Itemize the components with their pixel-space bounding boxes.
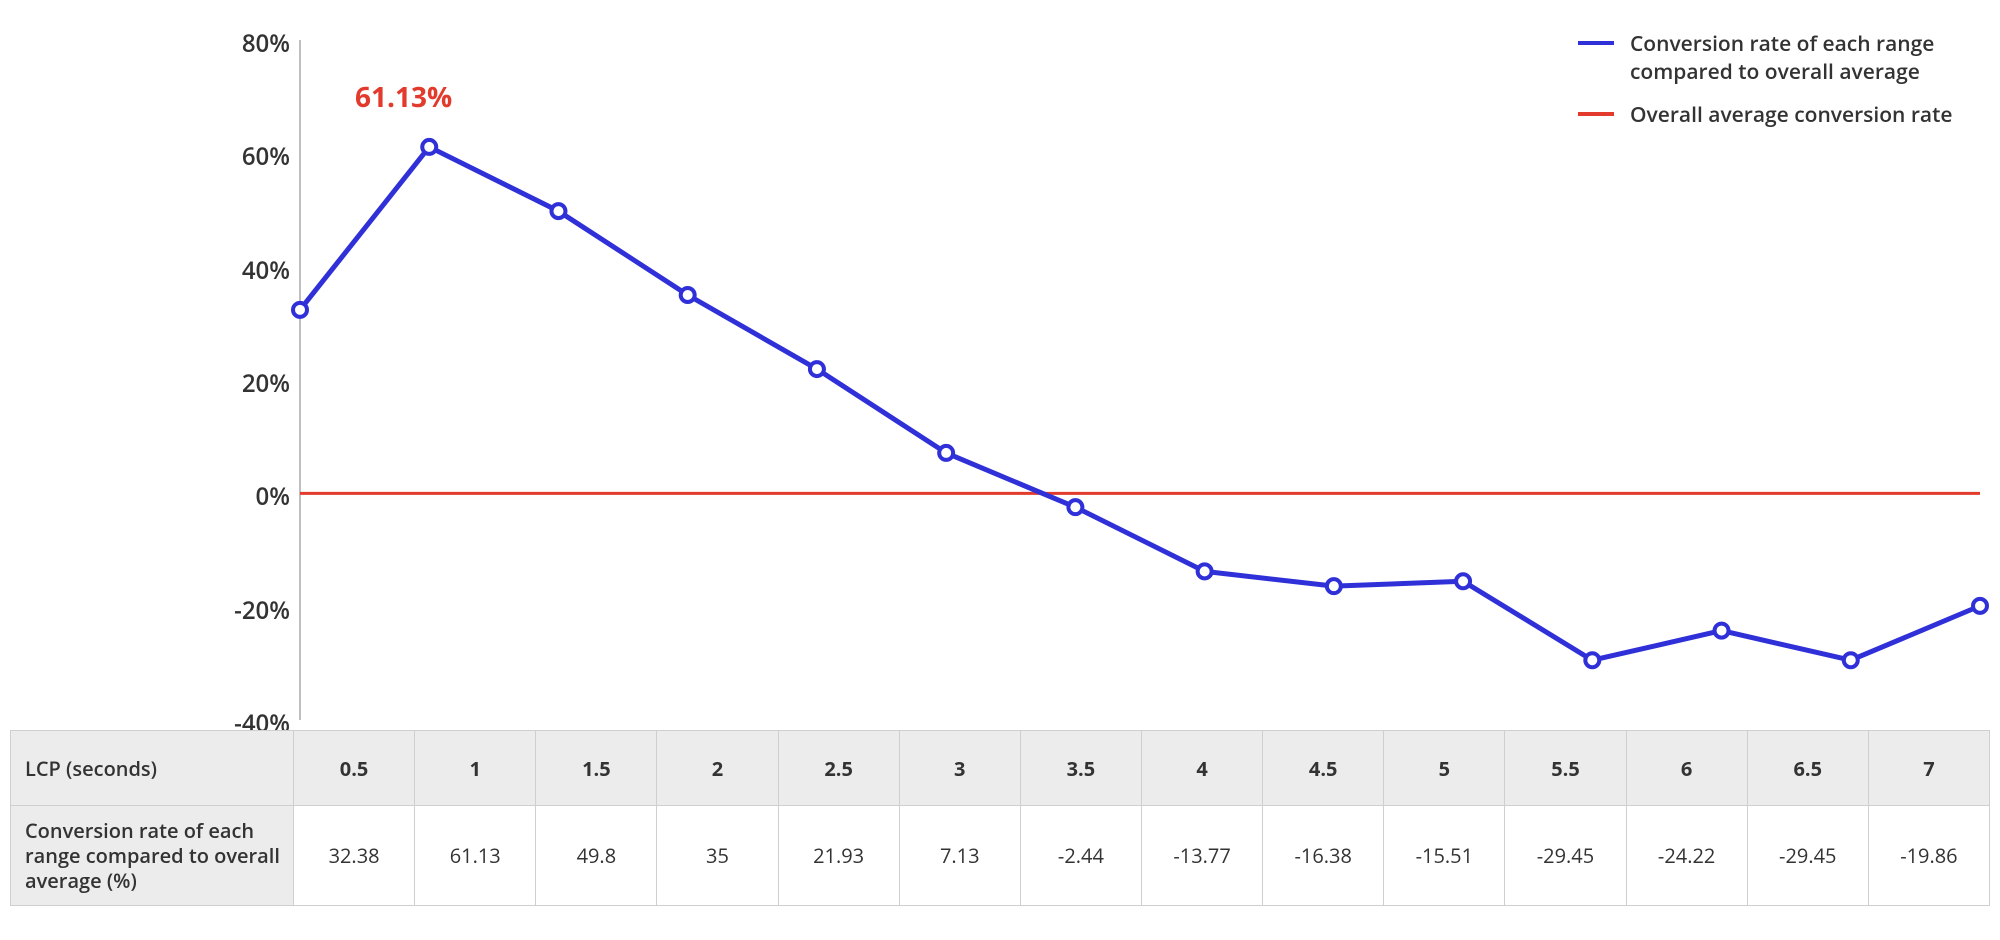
data-table: LCP (seconds) 0.5 1 1.5 2 2.5 3 3.5 4 4.…: [10, 730, 1990, 906]
chart-container: { "chart": { "type": "line", "x_values":…: [0, 0, 2000, 940]
table-cell: -24.22: [1626, 806, 1747, 906]
table-cell: 61.13: [415, 806, 536, 906]
col-header: 6: [1626, 731, 1747, 806]
table-cell: 7.13: [899, 806, 1020, 906]
table-cell: -13.77: [1141, 806, 1262, 906]
col-header: 2: [657, 731, 778, 806]
table-cell: 32.38: [294, 806, 415, 906]
col-header: 7: [1868, 731, 1989, 806]
row-header: Conversion rate of each range compared t…: [11, 806, 294, 906]
col-header: 3.5: [1020, 731, 1141, 806]
table-cell: -29.45: [1747, 806, 1868, 906]
col-header: 5.5: [1505, 731, 1626, 806]
col-header: 2.5: [778, 731, 899, 806]
table-cell: -16.38: [1263, 806, 1384, 906]
table-cell: -19.86: [1868, 806, 1989, 906]
table-cell: 35: [657, 806, 778, 906]
col-header: 6.5: [1747, 731, 1868, 806]
table-cell: -2.44: [1020, 806, 1141, 906]
table-row: Conversion rate of each range compared t…: [11, 806, 1990, 906]
col-header: 0.5: [294, 731, 415, 806]
table-cell: 21.93: [778, 806, 899, 906]
line-chart: [0, 0, 2000, 720]
table-cell: -29.45: [1505, 806, 1626, 906]
col-header: 4.5: [1263, 731, 1384, 806]
col-header: 4: [1141, 731, 1262, 806]
col-header: 1: [415, 731, 536, 806]
table-row: LCP (seconds) 0.5 1 1.5 2 2.5 3 3.5 4 4.…: [11, 731, 1990, 806]
col-header: 5: [1384, 731, 1505, 806]
col-header: 1.5: [536, 731, 657, 806]
col-header: 3: [899, 731, 1020, 806]
row-header: LCP (seconds): [11, 731, 294, 806]
table-cell: 49.8: [536, 806, 657, 906]
table-cell: -15.51: [1384, 806, 1505, 906]
